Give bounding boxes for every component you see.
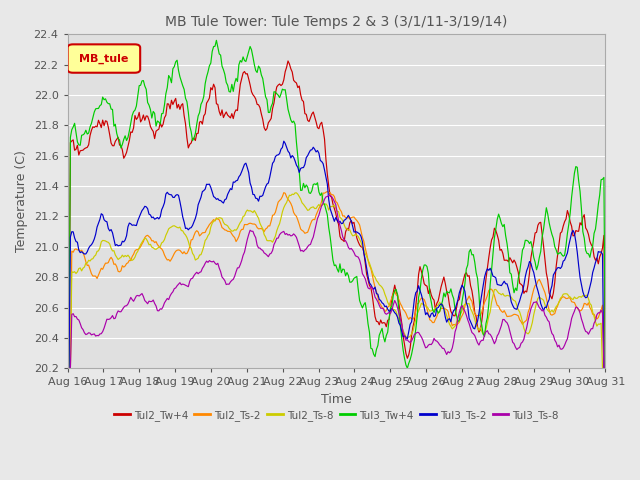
Legend: Tul2_Tw+4, Tul2_Ts-2, Tul2_Ts-8, Tul3_Tw+4, Tul3_Ts-2, Tul3_Ts-8: Tul2_Tw+4, Tul2_Ts-2, Tul2_Ts-8, Tul3_Tw… xyxy=(110,406,563,425)
Tul3_Ts-2 xyxy=(280,138,287,144)
Tul3_Ts-8 xyxy=(64,365,72,371)
Tul2_Ts-2 xyxy=(64,365,72,371)
Y-axis label: Temperature (C): Temperature (C) xyxy=(15,150,28,252)
Tul2_Tw+4 xyxy=(64,365,72,371)
Tul3_Ts-8 xyxy=(449,345,456,351)
Tul3_Ts-8 xyxy=(342,238,349,244)
Tul3_Ts-2 xyxy=(449,311,456,317)
Line: Tul3_Ts-8: Tul3_Ts-8 xyxy=(68,195,605,368)
Tul2_Ts-8 xyxy=(82,260,90,266)
Tul3_Ts-8 xyxy=(99,329,106,335)
Tul3_Ts-2 xyxy=(602,365,609,371)
Tul3_Ts-8 xyxy=(598,311,606,316)
Tul2_Ts-2 xyxy=(598,302,606,308)
Tul2_Tw+4 xyxy=(598,245,606,251)
Tul3_Ts-2 xyxy=(82,251,90,257)
Tul2_Ts-2 xyxy=(82,259,90,264)
Tul2_Tw+4 xyxy=(342,229,349,235)
Tul3_Ts-8 xyxy=(602,365,609,371)
Tul3_Tw+4 xyxy=(82,127,90,133)
Tul3_Ts-2 xyxy=(598,252,606,257)
Tul2_Ts-8 xyxy=(529,320,536,325)
Tul2_Ts-8 xyxy=(292,190,300,196)
Tul3_Tw+4 xyxy=(598,177,606,182)
Tul3_Ts-8 xyxy=(325,192,333,198)
Tul3_Tw+4 xyxy=(602,365,609,371)
Tul2_Ts-8 xyxy=(99,238,106,243)
Tul2_Tw+4 xyxy=(602,365,609,371)
Title: MB Tule Tower: Tule Temps 2 & 3 (3/1/11-3/19/14): MB Tule Tower: Tule Temps 2 & 3 (3/1/11-… xyxy=(165,15,508,29)
Tul2_Ts-8 xyxy=(449,326,456,332)
Tul3_Tw+4 xyxy=(99,94,106,100)
Tul3_Ts-2 xyxy=(64,365,72,371)
Tul3_Tw+4 xyxy=(529,245,536,251)
FancyBboxPatch shape xyxy=(68,44,140,73)
Tul2_Ts-8 xyxy=(598,365,606,371)
Tul2_Ts-2 xyxy=(529,292,536,298)
Line: Tul2_Ts-8: Tul2_Ts-8 xyxy=(68,193,605,368)
Tul3_Ts-8 xyxy=(529,302,536,308)
Tul3_Ts-2 xyxy=(529,266,536,272)
Tul3_Tw+4 xyxy=(449,292,456,298)
Tul2_Tw+4 xyxy=(529,247,536,252)
Tul3_Tw+4 xyxy=(212,37,220,43)
Tul2_Ts-2 xyxy=(449,323,456,329)
Tul2_Ts-2 xyxy=(342,215,349,220)
Tul3_Ts-8 xyxy=(82,332,90,337)
Line: Tul2_Ts-2: Tul2_Ts-2 xyxy=(68,192,605,368)
Tul2_Tw+4 xyxy=(82,145,90,151)
X-axis label: Time: Time xyxy=(321,393,352,406)
Tul3_Tw+4 xyxy=(64,365,72,371)
Tul3_Ts-2 xyxy=(99,212,106,218)
Line: Tul3_Tw+4: Tul3_Tw+4 xyxy=(68,40,605,368)
Tul3_Tw+4 xyxy=(342,273,349,279)
Tul2_Ts-2 xyxy=(99,266,106,272)
Tul2_Ts-2 xyxy=(323,189,331,194)
Tul2_Ts-8 xyxy=(64,365,72,371)
Tul2_Tw+4 xyxy=(449,311,456,317)
Tul2_Ts-8 xyxy=(342,226,349,231)
Line: Tul3_Ts-2: Tul3_Ts-2 xyxy=(68,141,605,368)
Tul3_Ts-2 xyxy=(342,216,349,222)
Line: Tul2_Tw+4: Tul2_Tw+4 xyxy=(68,61,605,368)
Tul2_Ts-8 xyxy=(602,365,609,371)
Tul2_Ts-2 xyxy=(602,365,609,371)
Tul2_Tw+4 xyxy=(284,58,292,64)
Text: MB_tule: MB_tule xyxy=(79,54,129,64)
Tul2_Tw+4 xyxy=(99,117,106,123)
